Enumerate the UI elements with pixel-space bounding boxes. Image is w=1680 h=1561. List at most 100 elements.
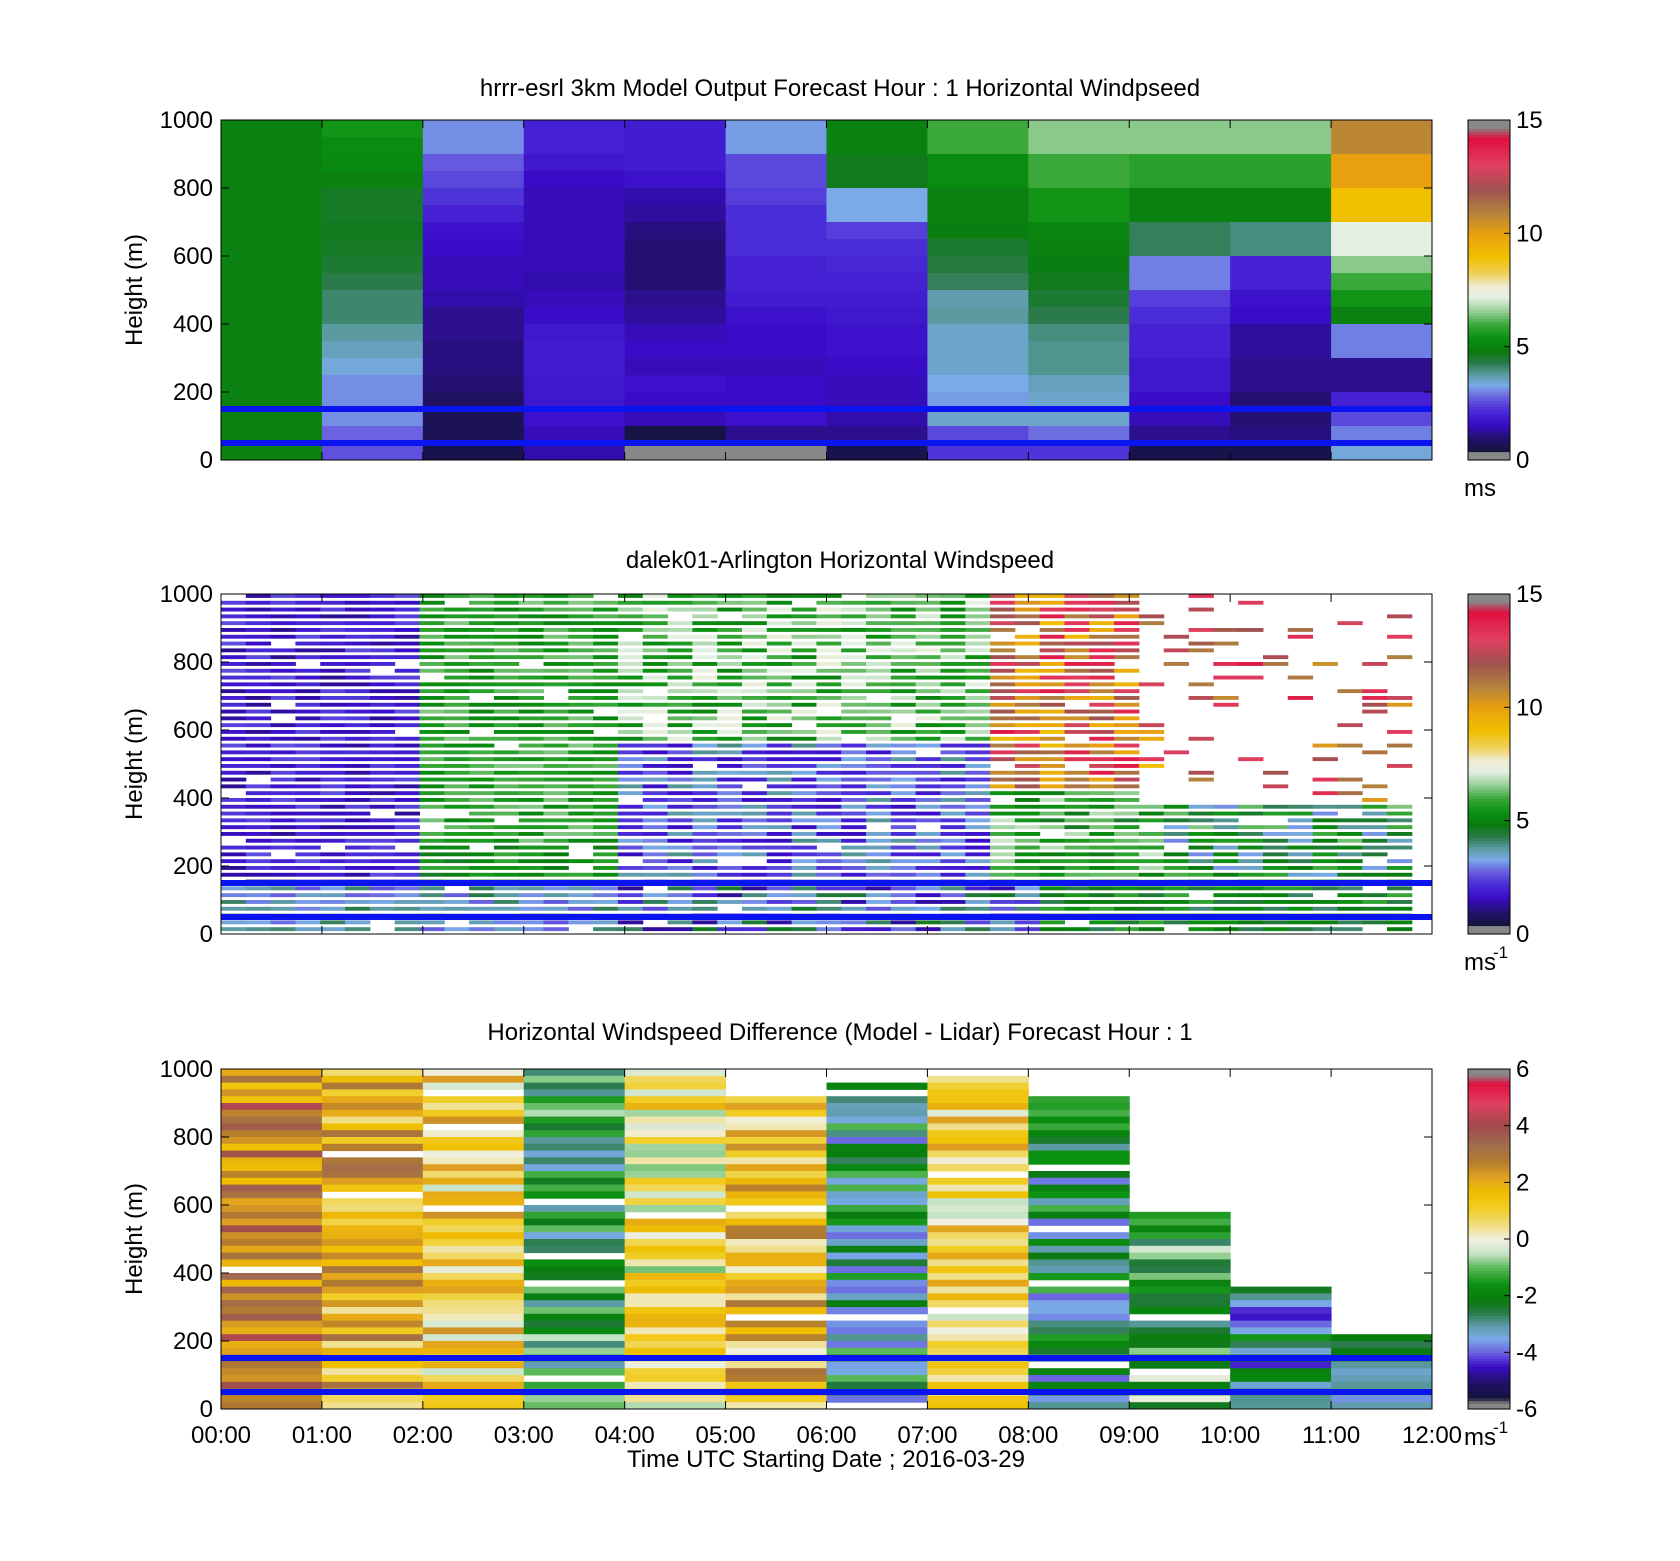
heatmap-cell xyxy=(1039,702,1065,707)
heatmap-cell xyxy=(990,716,1016,721)
colorbar-swatch xyxy=(1468,854,1510,859)
heatmap-cell xyxy=(593,607,619,612)
heatmap-cell xyxy=(444,784,470,789)
heatmap-cell xyxy=(1064,872,1090,877)
heatmap-cell xyxy=(617,811,644,816)
heatmap-cell xyxy=(523,1368,626,1376)
heatmap-cell xyxy=(369,791,396,796)
heatmap-cell xyxy=(1064,662,1090,666)
heatmap-cell xyxy=(624,1232,727,1240)
heatmap-cell xyxy=(791,838,817,843)
heatmap-cell xyxy=(927,1286,1029,1294)
heatmap-cell xyxy=(624,188,727,206)
heatmap-cell xyxy=(841,702,867,707)
heatmap-cell xyxy=(1039,920,1065,925)
heatmap-cell xyxy=(1262,804,1289,809)
heatmap-cell xyxy=(593,757,619,762)
y-axis-label: Height (m) xyxy=(121,234,148,346)
heatmap-cell xyxy=(791,648,817,653)
heatmap-cell xyxy=(1188,770,1214,775)
heatmap-cell xyxy=(766,600,793,605)
heatmap-cell xyxy=(841,621,867,626)
heatmap-cell xyxy=(345,621,371,626)
heatmap-cell xyxy=(692,845,718,850)
heatmap-cell xyxy=(320,628,346,632)
colorbar-swatch xyxy=(1468,1377,1510,1382)
heatmap-cell xyxy=(866,872,892,877)
heatmap-cell xyxy=(826,239,928,257)
heatmap-cell xyxy=(624,1103,727,1111)
heatmap-cell xyxy=(1138,927,1165,932)
heatmap-cell xyxy=(422,1402,525,1410)
heatmap-cell xyxy=(841,777,867,782)
heatmap-cell xyxy=(419,594,445,598)
heatmap-cell xyxy=(345,764,371,768)
heatmap-cell xyxy=(990,777,1016,782)
colorbar-swatch xyxy=(1468,134,1510,138)
colorbar-swatch xyxy=(1468,650,1510,655)
heatmap-cell xyxy=(866,614,892,619)
heatmap-cell xyxy=(295,906,321,911)
heatmap-cell xyxy=(1129,1327,1231,1335)
heatmap-cell xyxy=(518,668,545,673)
heatmap-cell xyxy=(965,791,991,796)
heatmap-cell xyxy=(221,832,247,836)
heatmap-cell xyxy=(568,736,594,741)
heatmap-cell xyxy=(1129,375,1231,393)
colorbar-swatch xyxy=(1468,1383,1510,1387)
colorbar-swatch xyxy=(1468,1253,1510,1257)
heatmap-cell xyxy=(791,798,817,802)
heatmap-cell xyxy=(965,798,991,802)
heatmap-cell xyxy=(345,845,371,850)
heatmap-cell xyxy=(990,607,1016,612)
heatmap-cell xyxy=(890,743,917,748)
colorbar-swatch xyxy=(1468,599,1510,604)
heatmap-cell xyxy=(940,736,966,741)
heatmap-cell xyxy=(1014,804,1041,809)
colorbar-swatch xyxy=(1468,687,1510,691)
heatmap-cell xyxy=(321,1245,424,1254)
heatmap-cell xyxy=(419,736,445,741)
heatmap-cell xyxy=(1262,825,1289,830)
heatmap-cell xyxy=(1129,1347,1231,1356)
heatmap-cell xyxy=(965,818,991,823)
heatmap-cell xyxy=(1287,811,1314,816)
heatmap-cell xyxy=(593,736,619,741)
heatmap-cell xyxy=(826,273,928,291)
heatmap-cell xyxy=(766,594,793,598)
heatmap-cell xyxy=(245,804,272,809)
heatmap-cell xyxy=(345,770,371,775)
heatmap-cell xyxy=(321,1307,424,1315)
y-tick-label: 200 xyxy=(173,1328,213,1355)
heatmap-cell xyxy=(890,764,917,768)
heatmap-cell xyxy=(270,777,296,782)
heatmap-cell xyxy=(221,1395,323,1403)
heatmap-cell xyxy=(543,600,569,605)
heatmap-cell xyxy=(221,818,247,823)
heatmap-cell xyxy=(1028,375,1130,393)
colorbar-swatch xyxy=(1468,1304,1510,1308)
colorbar-swatch xyxy=(1468,693,1510,697)
heatmap-cell xyxy=(1387,900,1413,904)
colorbar-swatch xyxy=(1468,1069,1510,1073)
heatmap-cell xyxy=(990,852,1016,857)
heatmap-cell xyxy=(469,791,495,796)
heatmap-cell xyxy=(826,341,928,359)
heatmap-cell xyxy=(1089,702,1115,707)
heatmap-cell xyxy=(444,709,470,714)
heatmap-cell xyxy=(245,668,272,673)
heatmap-cell xyxy=(692,648,718,653)
heatmap-cell xyxy=(841,804,867,809)
heatmap-cell xyxy=(543,893,569,898)
heatmap-cell xyxy=(890,777,917,782)
heatmap-cell xyxy=(345,702,371,707)
colorbar-swatch xyxy=(1468,681,1510,686)
colorbar-swatch xyxy=(1468,315,1510,319)
heatmap-cell xyxy=(667,900,693,904)
heatmap-cell xyxy=(1129,1211,1231,1220)
heatmap-cell xyxy=(624,1184,727,1192)
heatmap-cell xyxy=(617,777,644,782)
heatmap-cell xyxy=(816,859,842,864)
heatmap-cell xyxy=(927,1361,1029,1369)
